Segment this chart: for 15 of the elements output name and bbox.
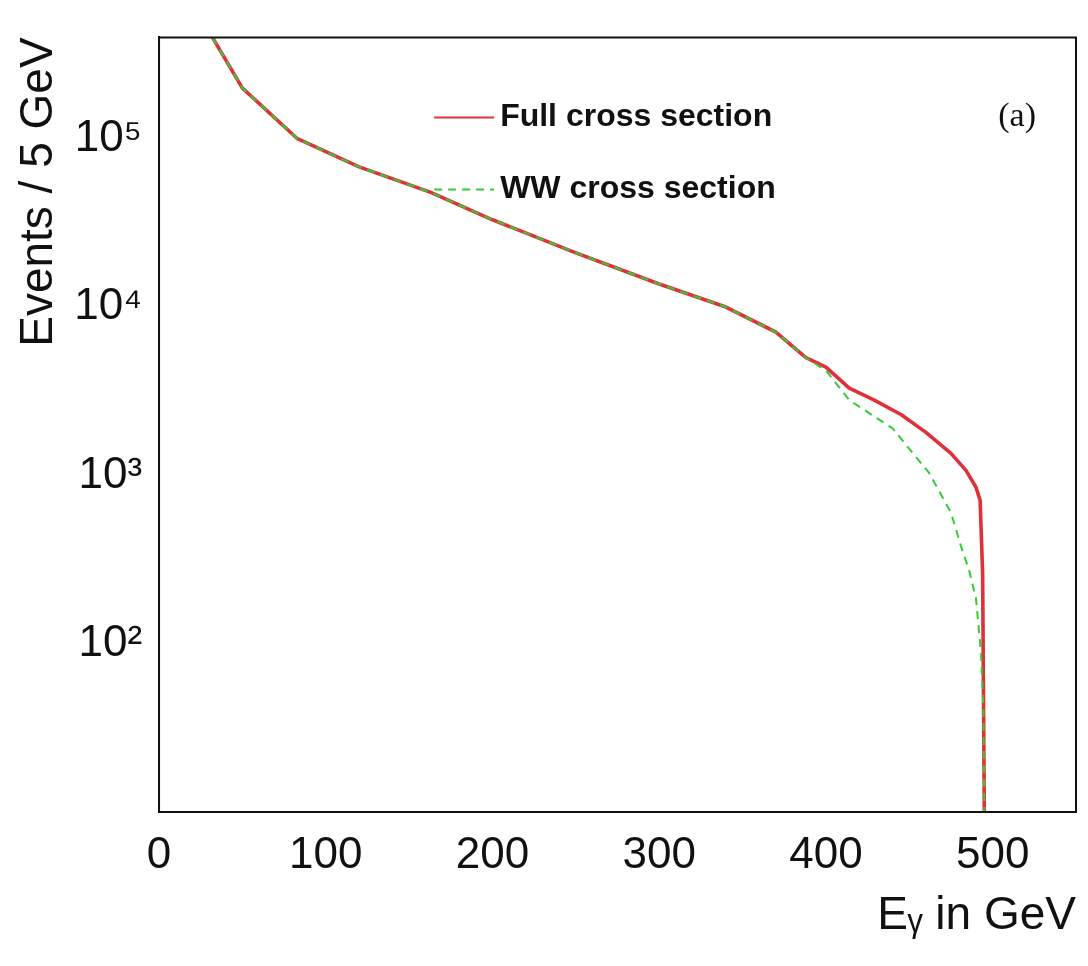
y-tick-label: 10⁵	[74, 110, 143, 160]
x-tick-label: 300	[622, 827, 696, 877]
legend-label: WW cross section	[500, 169, 776, 206]
x-tick-label: 200	[455, 827, 530, 877]
y-tick-label: 10⁴	[74, 279, 143, 329]
x-axis-title: Eᵧ in GeV	[877, 887, 1077, 940]
y-tick-label: 10²	[78, 615, 143, 665]
x-tick-label: 100	[289, 827, 363, 877]
annotation: (a)	[998, 96, 1036, 135]
y-axis-title: Events / 5 GeV	[10, 37, 63, 347]
y-tick-label: 10³	[78, 447, 143, 497]
x-tick-label: 400	[789, 827, 863, 877]
legend-label: Full cross section	[500, 97, 773, 134]
x-tick-label: 500	[955, 827, 1030, 877]
x-tick-label: 0	[146, 827, 172, 877]
